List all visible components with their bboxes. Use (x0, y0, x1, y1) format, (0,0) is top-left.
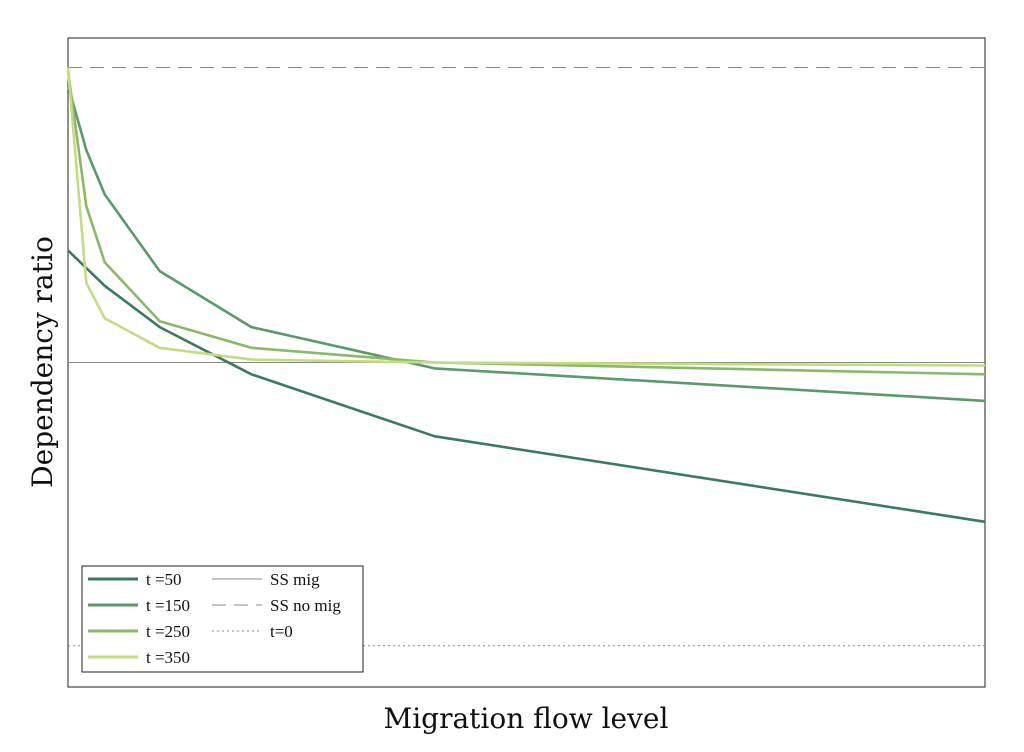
legend-label-t-250: t =250 (146, 622, 190, 641)
legend-box (81, 565, 364, 673)
legend-label-t-150: t =150 (146, 596, 190, 615)
series-line-t-350 (66, 67, 986, 367)
y-axis-label: Dependency ratio (26, 236, 59, 488)
x-axis-label: Migration flow level (384, 702, 669, 735)
legend-label-ss-no-mig: SS no mig (270, 596, 341, 615)
legend: t =50 t =150 t =250 t =350 SS mig SS no mig t=… (81, 565, 364, 673)
legend-label-t-350: t =350 (146, 648, 190, 667)
series-lines (66, 67, 986, 524)
legend-label-t-50: t =50 (146, 570, 182, 589)
legend-label-ss-mig: SS mig (270, 570, 320, 589)
series-line-t-50 (67, 249, 986, 524)
legend-label-t-0: t=0 (270, 622, 293, 641)
reference-lines (68, 67, 985, 647)
series-line-t-250 (66, 70, 986, 376)
series-line-t-150 (66, 84, 986, 403)
